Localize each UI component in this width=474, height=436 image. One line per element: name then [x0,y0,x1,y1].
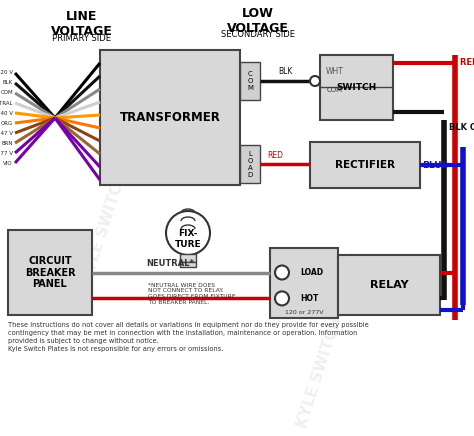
Circle shape [275,266,289,279]
FancyBboxPatch shape [240,62,260,100]
Text: RELAY: RELAY [370,280,408,290]
Text: *NEUTRAL WIRE DOES
NOT CONNECT TO RELAY.
GOES DIRECT FROM FIXTURE
TO BREAKER PAN: *NEUTRAL WIRE DOES NOT CONNECT TO RELAY.… [148,283,236,305]
Text: KYLE SWITCH PLATES: KYLE SWITCH PLATES [294,250,365,430]
Text: 347 V: 347 V [0,130,13,136]
FancyBboxPatch shape [310,142,420,188]
Text: 277 V: 277 V [0,150,13,156]
Text: HOT: HOT [300,294,319,303]
Circle shape [166,211,210,255]
Text: SECONDARY SIDE: SECONDARY SIDE [221,30,295,39]
Text: BLK: BLK [3,81,13,85]
FancyBboxPatch shape [270,248,338,318]
Circle shape [310,76,320,86]
FancyBboxPatch shape [320,55,393,120]
Text: WHT: WHT [326,67,344,76]
FancyBboxPatch shape [240,145,260,183]
Text: C
O
M: C O M [247,71,253,91]
Text: LINE
VOLTAGE: LINE VOLTAGE [51,10,113,38]
Text: BLUE: BLUE [422,160,448,170]
Text: L
O
A
D: L O A D [247,150,253,177]
Text: VIO: VIO [3,160,13,166]
FancyBboxPatch shape [180,254,196,262]
Text: COM: COM [327,87,343,93]
FancyBboxPatch shape [8,230,92,315]
Text: ORG: ORG [1,120,13,126]
Text: WHT NEUTRAL: WHT NEUTRAL [0,101,13,106]
Text: These instructions do not cover all details or variations in equipment nor do th: These instructions do not cover all deta… [8,322,369,352]
FancyBboxPatch shape [338,255,440,315]
Text: TRANSFORMER: TRANSFORMER [119,111,220,124]
Text: 120 V: 120 V [0,71,13,75]
FancyBboxPatch shape [100,50,240,185]
Text: COM: COM [0,91,13,95]
Text: RED ON: RED ON [460,58,474,67]
Text: KYLE SWITCH PLATES: KYLE SWITCH PLATES [79,105,151,285]
Text: BLK OFF: BLK OFF [449,123,474,132]
FancyBboxPatch shape [180,262,196,267]
Text: RECTIFIER: RECTIFIER [335,160,395,170]
Text: BLK: BLK [278,67,292,76]
Text: SWITCH: SWITCH [337,83,377,92]
Text: 240 V: 240 V [0,110,13,116]
Text: PRIMARY SIDE: PRIMARY SIDE [53,34,111,43]
Text: LOAD: LOAD [300,268,323,277]
Text: CIRCUIT
BREAKER
PANEL: CIRCUIT BREAKER PANEL [25,256,75,289]
Text: FIX-
TURE: FIX- TURE [175,229,201,249]
Text: BRN: BRN [1,140,13,146]
Text: LOW
VOLTAGE: LOW VOLTAGE [227,7,289,35]
Text: RED: RED [267,151,283,160]
Text: 120 or 277V: 120 or 277V [285,310,323,315]
Circle shape [275,291,289,305]
Text: NEUTRAL*: NEUTRAL* [146,259,194,268]
